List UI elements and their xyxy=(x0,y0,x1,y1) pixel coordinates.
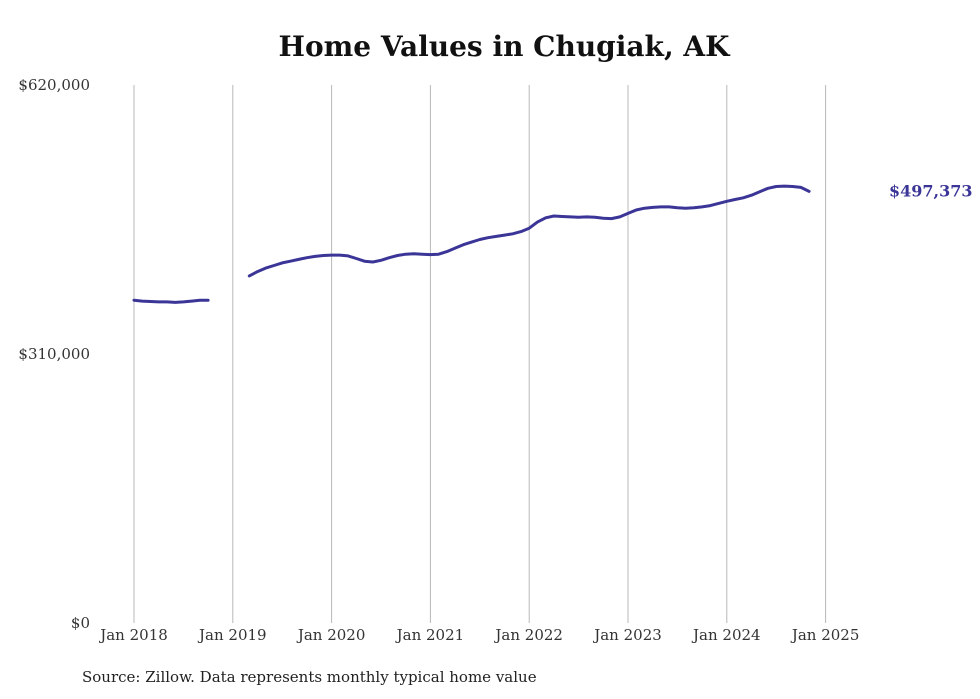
x-tick-label: Jan 2019 xyxy=(197,626,267,644)
y-tick-label: $0 xyxy=(71,614,90,632)
x-tick-label: Jan 2018 xyxy=(98,626,168,644)
y-tick-label: $310,000 xyxy=(18,345,90,363)
x-tick-label: Jan 2021 xyxy=(395,626,465,644)
series-line xyxy=(132,298,210,304)
x-tick-label: Jan 2024 xyxy=(691,626,761,644)
x-tick-label: Jan 2023 xyxy=(592,626,662,644)
x-tick-label: Jan 2022 xyxy=(493,626,563,644)
y-tick-label: $620,000 xyxy=(18,76,90,94)
source-note: Source: Zillow. Data represents monthly … xyxy=(82,668,537,686)
series-line xyxy=(247,184,811,278)
x-tick-label: Jan 2020 xyxy=(296,626,366,644)
chart-title: Home Values in Chugiak, AK xyxy=(278,30,730,63)
x-tick-label: Jan 2025 xyxy=(790,626,860,644)
end-value-label: $497,373 xyxy=(889,181,973,200)
